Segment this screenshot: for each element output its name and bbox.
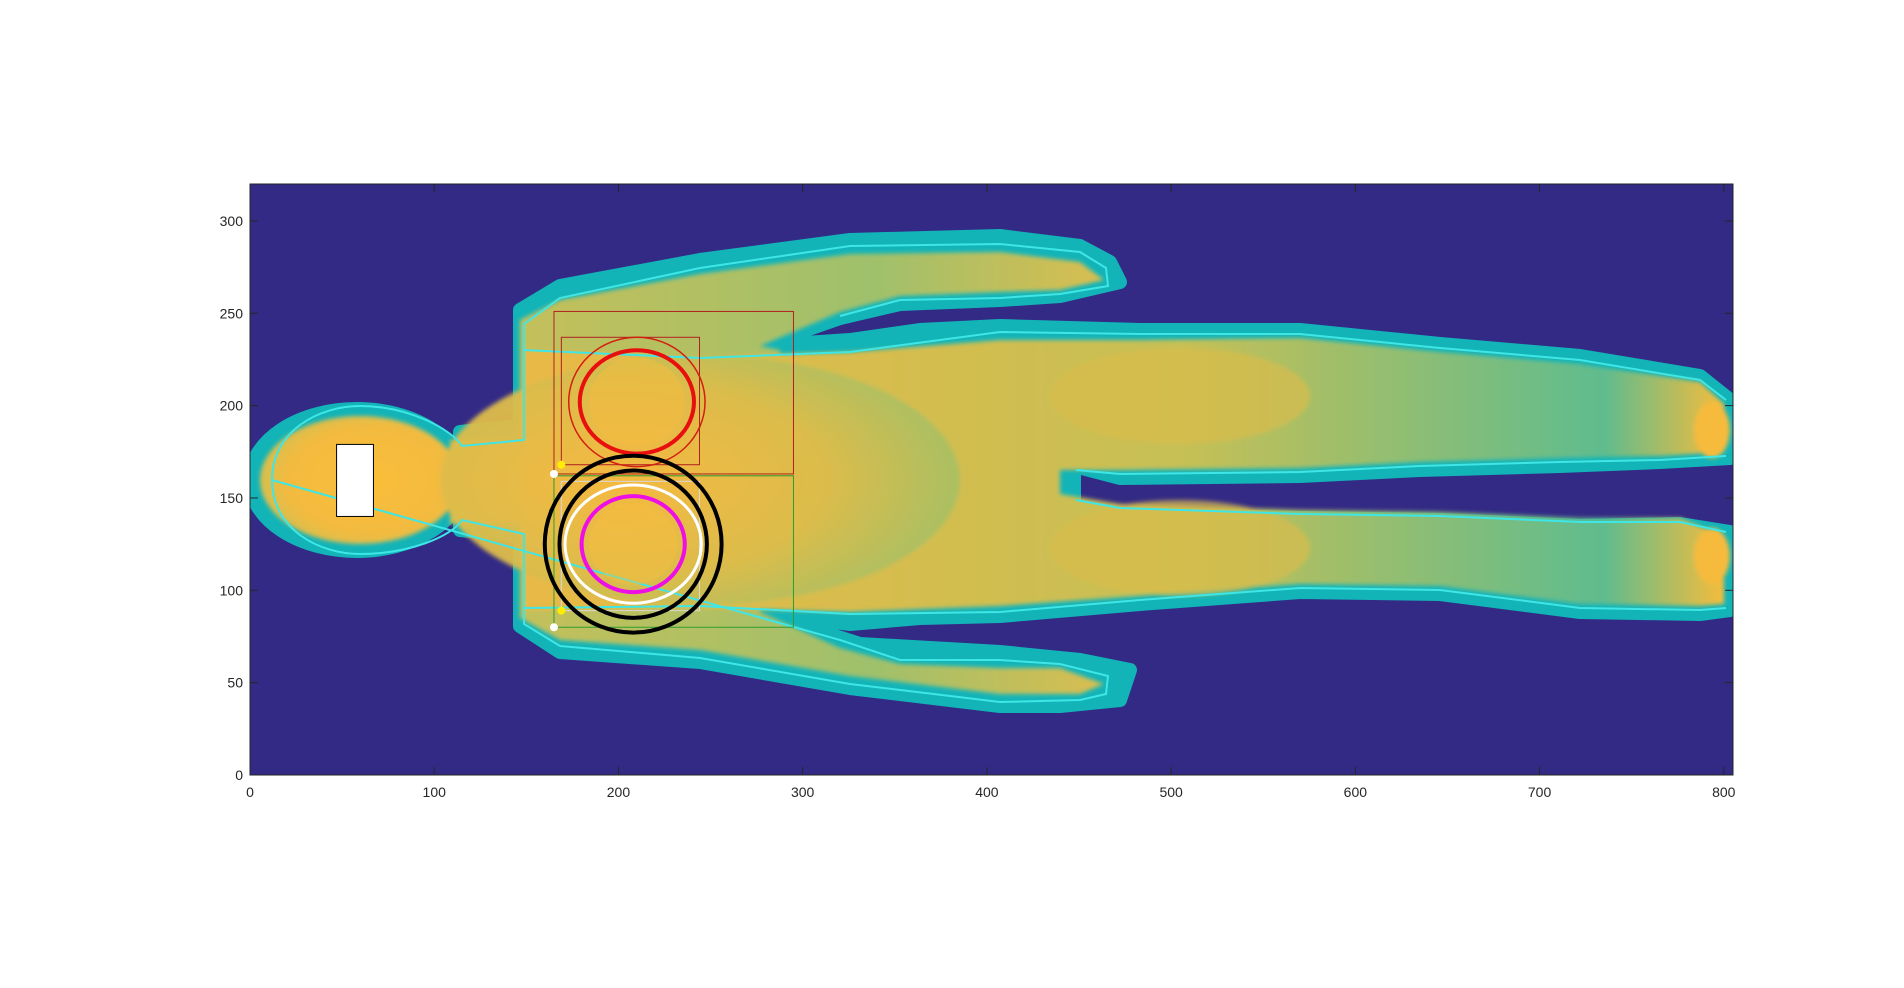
- x-tick-label: 700: [1528, 784, 1552, 800]
- marker-point: [557, 460, 566, 469]
- x-axis: 0 100 200 300 400 500 600 700 800: [246, 184, 1736, 800]
- x-tick-label: 200: [607, 784, 631, 800]
- lower-breast-box-large: [553, 475, 794, 628]
- y-tick-label: 100: [220, 582, 244, 598]
- y-tick-label: 300: [220, 213, 244, 229]
- axes-frame: [249, 183, 1734, 776]
- x-tick-label: 0: [246, 784, 254, 800]
- lower-breast-outer-circle-2: [557, 468, 709, 620]
- overlay-layer: [336, 310, 794, 635]
- x-tick-label: 300: [791, 784, 815, 800]
- x-tick-label: 500: [1159, 784, 1183, 800]
- y-tick-label: 50: [227, 675, 243, 691]
- y-axis: 0 50 100 150 200 250 300: [220, 213, 1733, 783]
- x-tick-label: 800: [1712, 784, 1736, 800]
- body-contour: [270, 242, 1727, 704]
- marker-point: [549, 469, 558, 478]
- x-tick-label: 100: [423, 784, 447, 800]
- y-tick-label: 150: [220, 490, 244, 506]
- y-tick-label: 200: [220, 398, 244, 414]
- lower-breast-white-contour: [563, 483, 703, 605]
- marker-point: [557, 606, 566, 615]
- head-rectangle: [336, 443, 374, 517]
- marker-point: [549, 623, 558, 632]
- lower-breast-outer-circle-1: [542, 453, 724, 635]
- lower-breast-inner-contour: [579, 494, 687, 595]
- y-tick-label: 0: [235, 767, 243, 783]
- upper-breast-outer-contour: [567, 336, 706, 468]
- upper-breast-inner-contour: [577, 348, 696, 456]
- upper-breast-box-large: [553, 310, 794, 475]
- upper-breast-hotspot: [588, 357, 685, 447]
- x-tick-label: 600: [1344, 784, 1368, 800]
- lower-breast-hotspot: [588, 503, 678, 585]
- x-tick-label: 400: [975, 784, 999, 800]
- y-tick-label: 250: [220, 305, 244, 321]
